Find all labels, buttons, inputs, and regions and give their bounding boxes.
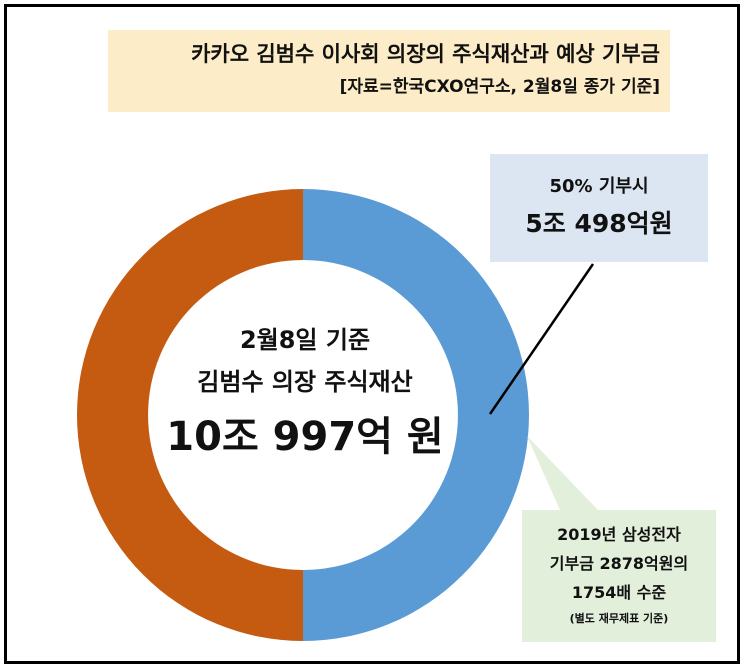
donation-label: 50% 기부시 <box>549 176 649 197</box>
comparison-note: (별도 재무제표 기준) <box>569 612 669 625</box>
title-box: 카카오 김범수 이사회 의장의 주식재산과 예상 기부금 [자료=한국CXO연구… <box>108 30 670 112</box>
donut-slice-1 <box>303 189 529 641</box>
comparison-line-1: 2019년 삼성전자 <box>557 525 681 544</box>
callout-leader-line <box>488 263 595 415</box>
donation-value: 5조 498억원 <box>525 209 673 238</box>
center-total-value: 10조 997억 원 <box>166 414 444 460</box>
comparison-callout: 2019년 삼성전자 기부금 2878억원의 1754배 수준 (별도 재무제표… <box>522 510 716 642</box>
center-date: 2월8일 기준 <box>239 326 371 354</box>
chart-source: [자료=한국CXO연구소, 2월8일 종가 기준] <box>339 77 660 97</box>
comparison-line-2: 기부금 2878억원의 <box>549 554 689 573</box>
donut-slice-2 <box>77 189 303 641</box>
comparison-line-3: 1754배 수준 <box>571 583 667 602</box>
callout-pointer <box>527 436 598 510</box>
donation-callout: 50% 기부시 5조 498억원 <box>490 154 708 262</box>
center-label: 2월8일 기준 김범수 의장 주식재산 10조 997억 원 <box>165 320 445 470</box>
chart-title: 카카오 김범수 이사회 의장의 주식재산과 예상 기부금 <box>191 42 660 66</box>
center-subject: 김범수 의장 주식재산 <box>197 368 413 396</box>
